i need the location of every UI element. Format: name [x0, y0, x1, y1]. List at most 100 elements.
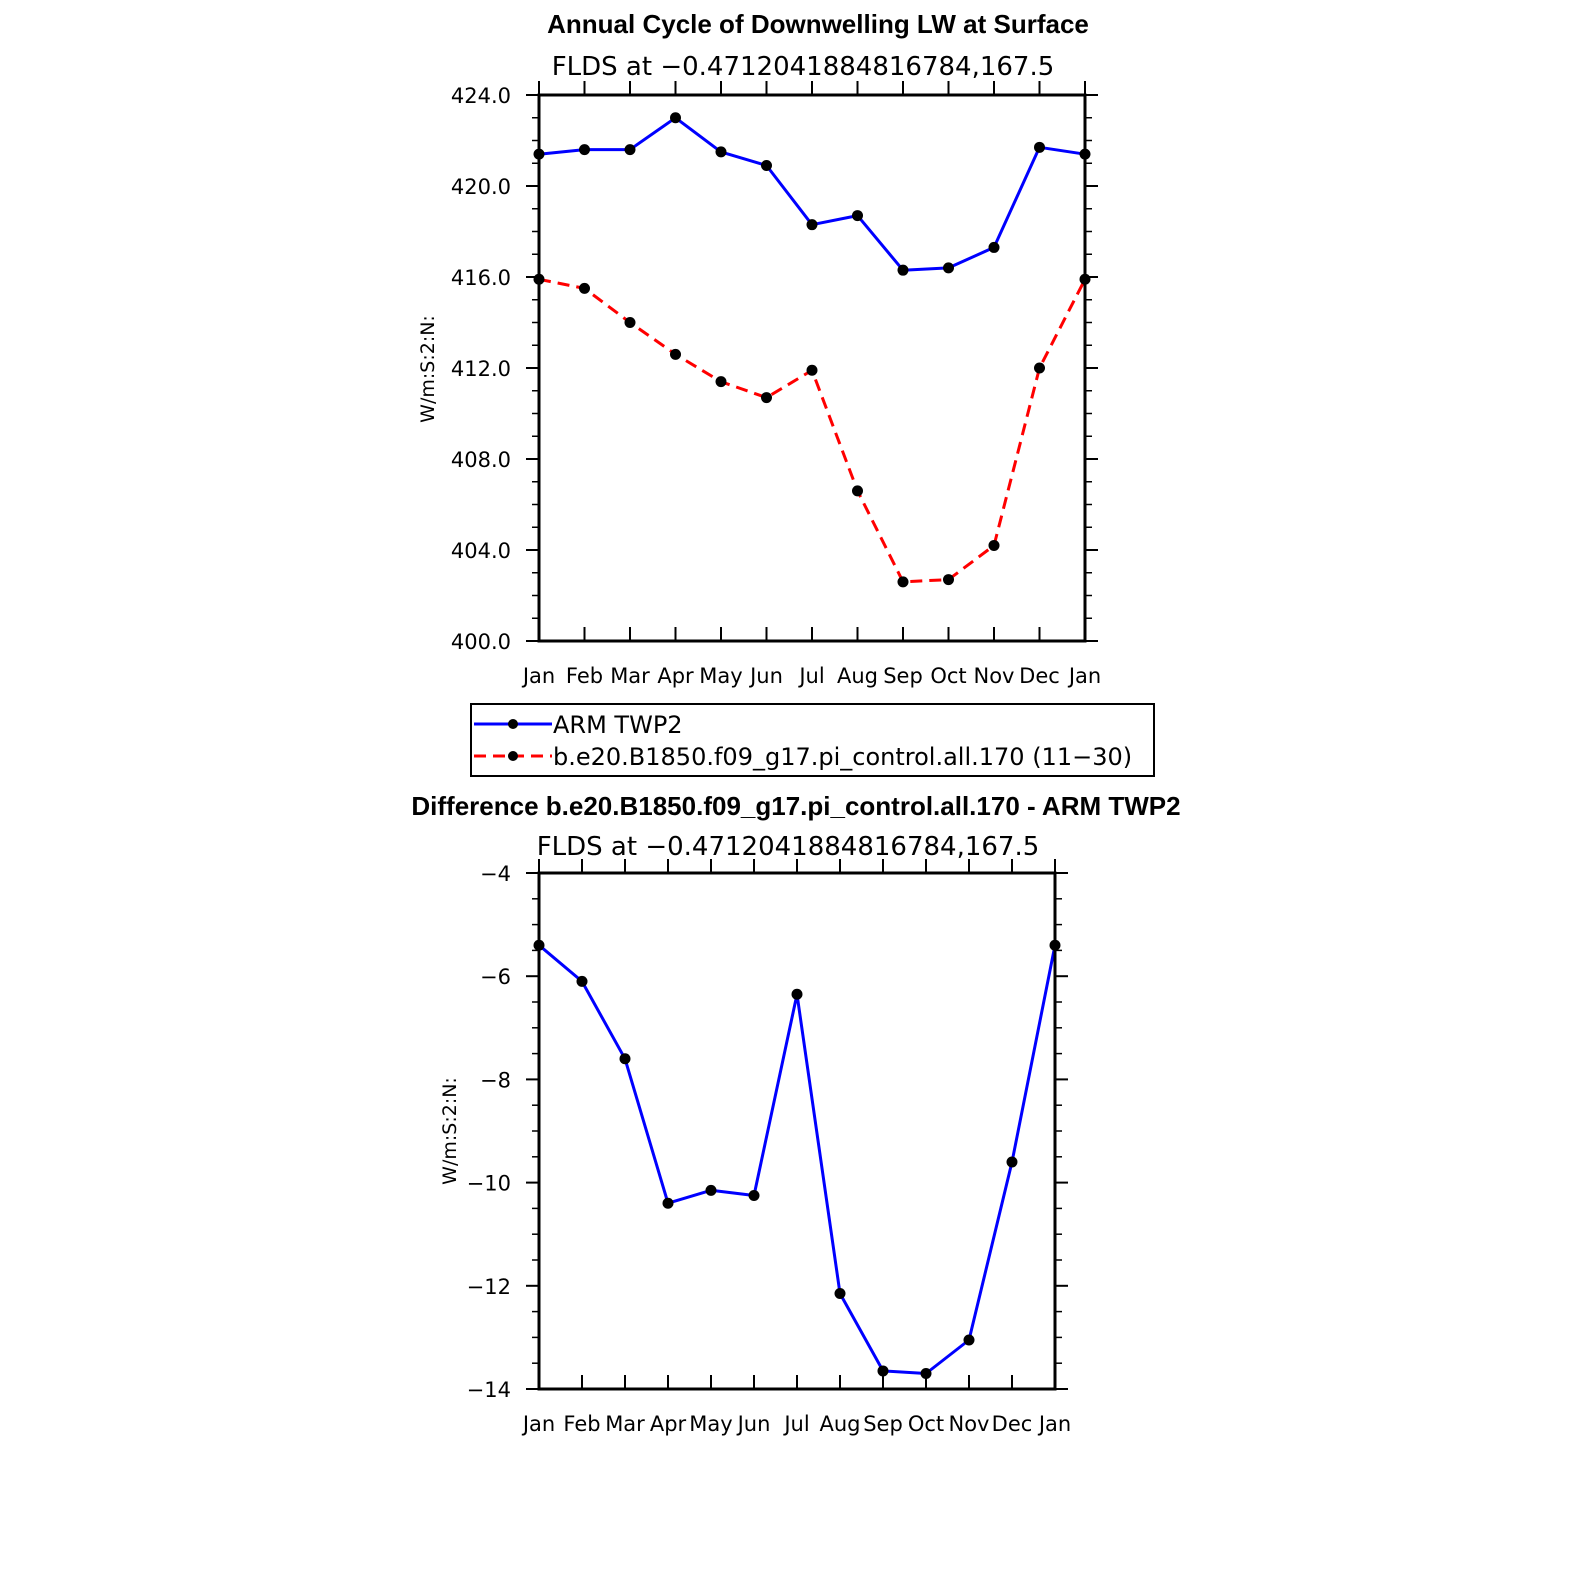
data-point: [791, 988, 803, 1000]
data-point: [852, 485, 863, 497]
x-tick-label: Jul: [797, 664, 824, 688]
chart-subtitle: FLDS at −0.4712041884816784,167.5: [552, 52, 1055, 82]
x-tick-label: Feb: [563, 1412, 600, 1436]
data-point: [834, 1288, 846, 1300]
annual-cycle-panel: Annual Cycle of Downwelling LW at Surfac…: [417, 9, 1101, 688]
data-point: [619, 1053, 631, 1065]
x-tick-label: Sep: [883, 664, 923, 688]
legend: ARM TWP2 b.e20.B1850.f09_g17.pi_control.…: [470, 703, 1155, 777]
y-tick-label: −8: [480, 1068, 511, 1092]
data-point: [852, 210, 863, 222]
y-tick-label: 416.0: [451, 266, 511, 290]
legend-label-arm: ARM TWP2: [553, 711, 683, 739]
data-point: [1006, 1156, 1018, 1168]
x-tick-label: May: [699, 664, 742, 688]
data-point: [920, 1368, 932, 1380]
difference-panel: Difference b.e20.B1850.f09_g17.pi_contro…: [411, 791, 1180, 1436]
x-tick-label: Nov: [949, 1412, 990, 1436]
data-point: [988, 241, 1000, 253]
y-tick-label: 412.0: [451, 357, 511, 381]
tick-marks: [526, 81, 1098, 642]
x-tick-labels: Jan Feb Mar Apr May Jun Jul Aug Sep Oct Nov Dec Jan: [521, 664, 1101, 688]
x-tick-label: Nov: [974, 664, 1015, 688]
x-tick-label: Jan: [1037, 1412, 1071, 1436]
y-axis-label: W/m:S:2:N:: [439, 1077, 461, 1185]
x-tick-label: Dec: [1019, 664, 1060, 688]
y-tick-label: 424.0: [451, 84, 511, 108]
x-tick-label: Dec: [992, 1412, 1033, 1436]
data-point: [715, 146, 727, 158]
y-tick-label: 420.0: [451, 175, 511, 199]
x-tick-label: Apr: [657, 664, 694, 688]
y-tick-label: −12: [467, 1275, 511, 1299]
data-point: [576, 975, 588, 987]
data-point: [806, 219, 818, 231]
x-tick-label: Oct: [930, 664, 966, 688]
plot-frame: [537, 871, 1057, 1391]
x-tick-label: Apr: [650, 1412, 687, 1436]
data-point: [624, 317, 636, 328]
data-point: [579, 282, 590, 294]
x-tick-label: Mar: [605, 1412, 645, 1436]
x-tick-label: Mar: [610, 664, 650, 688]
data-point: [748, 1190, 760, 1201]
data-point: [761, 392, 772, 404]
y-tick-label: −14: [467, 1378, 511, 1402]
x-tick-label: Jul: [782, 1412, 809, 1436]
data-point: [943, 574, 954, 586]
y-tick-label: 408.0: [451, 448, 511, 472]
y-axis-label: W/m:S:2:N:: [417, 315, 439, 423]
data-point: [897, 264, 909, 276]
data-point: [963, 1334, 975, 1346]
data-point: [1034, 362, 1045, 374]
series-line-1: [538, 277, 1087, 584]
series-layer: [533, 112, 1091, 588]
data-point: [579, 144, 590, 156]
series-layer: [533, 939, 1061, 1380]
y-tick-label: −4: [480, 862, 511, 886]
x-tick-label: Feb: [566, 664, 603, 688]
x-tick-label: Aug: [819, 1412, 860, 1436]
x-tick-label: May: [689, 1412, 732, 1436]
x-tick-label: Jun: [748, 664, 783, 688]
data-point: [1034, 141, 1045, 153]
data-point: [897, 576, 909, 588]
data-point: [715, 376, 727, 388]
data-point: [806, 364, 818, 376]
data-point: [988, 539, 1000, 551]
x-tick-label: Jun: [736, 1412, 771, 1436]
y-tick-labels: −14 −12 −10 −8 −6 −4: [467, 862, 511, 1402]
y-tick-labels: 400.0 404.0 408.0 412.0 416.0 420.0 424.0: [451, 84, 511, 654]
x-tick-labels: Jan Feb Mar Apr May Jun Jul Aug Sep Oct Nov Dec Jan: [521, 1412, 1071, 1436]
x-tick-label: Jan: [521, 664, 555, 688]
chart-subtitle: FLDS at −0.4712041884816784,167.5: [537, 832, 1040, 862]
data-point: [705, 1184, 717, 1196]
tick-marks: [526, 859, 1068, 1390]
data-point: [761, 160, 772, 172]
y-tick-label: 400.0: [451, 630, 511, 654]
series-line-0: [538, 116, 1086, 272]
data-point: [877, 1365, 889, 1377]
plot-frame: [537, 93, 1087, 643]
data-point: [662, 1197, 674, 1209]
x-tick-label: Oct: [908, 1412, 944, 1436]
data-point: [670, 348, 681, 360]
x-tick-label: Sep: [863, 1412, 903, 1436]
series-line-0: [538, 944, 1057, 1375]
data-point: [943, 262, 954, 274]
chart-title: Annual Cycle of Downwelling LW at Surfac…: [547, 9, 1089, 39]
legend-label-model: b.e20.B1850.f09_g17.pi_control.all.170 (…: [553, 743, 1132, 771]
y-tick-label: −6: [480, 965, 511, 989]
y-tick-label: −10: [467, 1172, 511, 1196]
x-tick-label: Jan: [1067, 664, 1101, 688]
chart-title: Difference b.e20.B1850.f09_g17.pi_contro…: [411, 791, 1180, 821]
y-tick-label: 404.0: [451, 539, 511, 563]
x-tick-label: Jan: [521, 1412, 555, 1436]
data-point: [670, 112, 681, 124]
legend-marker-model: [508, 751, 518, 761]
legend-marker-arm: [508, 719, 518, 729]
legend-box: [470, 703, 1155, 777]
data-point: [624, 144, 636, 156]
x-tick-label: Aug: [837, 664, 878, 688]
